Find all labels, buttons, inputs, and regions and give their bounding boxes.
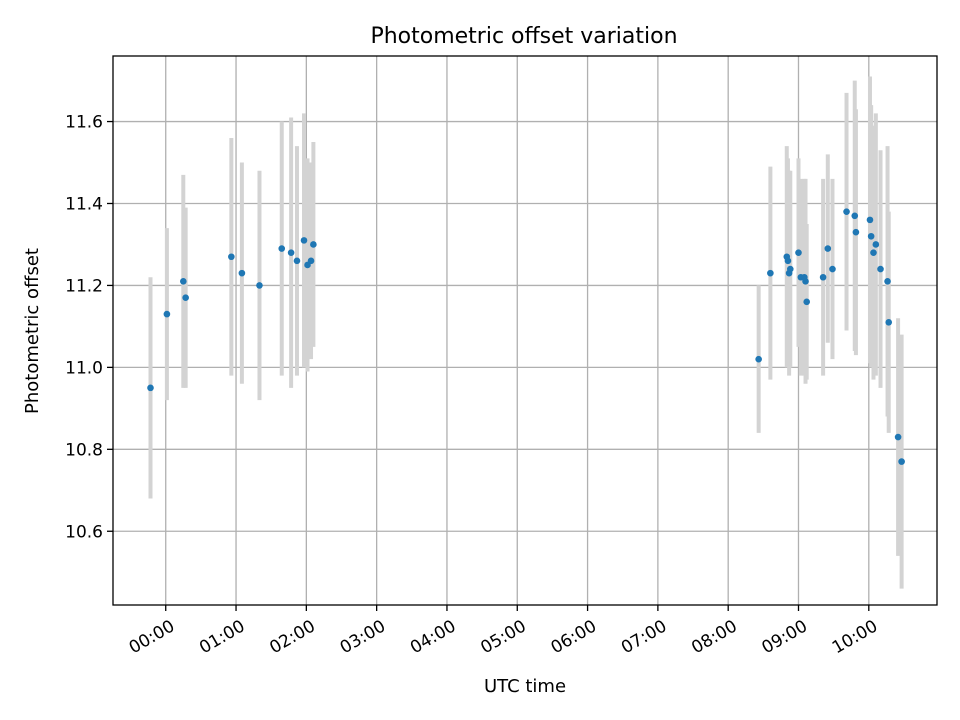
data-point xyxy=(819,273,827,281)
x-tick-label: 07:00 xyxy=(618,616,670,658)
data-point xyxy=(843,208,850,215)
data-point xyxy=(795,249,802,256)
y-axis-ticks: 10.6 10.8 11.0 11.2 11.4 11.6 xyxy=(65,113,113,542)
x-tick-label: 00:00 xyxy=(126,616,178,658)
data-point xyxy=(877,265,884,273)
data-point xyxy=(307,257,315,265)
data-point xyxy=(238,269,246,277)
data-point xyxy=(163,310,171,318)
data-point xyxy=(786,265,794,273)
data-point xyxy=(884,278,891,285)
chart-title: Photometric offset variation xyxy=(370,24,677,49)
x-tick-label: 01:00 xyxy=(196,616,248,658)
data-point xyxy=(256,282,263,289)
data-point xyxy=(894,433,902,441)
data-point xyxy=(147,384,154,392)
x-tick-label: 08:00 xyxy=(688,616,740,658)
data-point xyxy=(866,216,874,224)
x-tick-label: 04:00 xyxy=(407,616,459,658)
data-point xyxy=(293,257,301,265)
data-point xyxy=(180,278,187,285)
y-tick-label: 11.0 xyxy=(65,358,103,378)
data-point xyxy=(278,245,286,252)
y-axis-label: Photometric offset xyxy=(22,248,43,414)
x-tick-label: 05:00 xyxy=(477,616,529,658)
data-point xyxy=(802,278,809,285)
x-tick-label: 03:00 xyxy=(337,616,389,658)
error-bars xyxy=(148,76,904,589)
data-point xyxy=(784,257,792,265)
x-tick-label: 10:00 xyxy=(829,616,881,658)
data-point xyxy=(885,319,893,326)
grid-lines xyxy=(113,56,937,605)
y-tick-label: 10.6 xyxy=(65,522,103,542)
data-points xyxy=(147,208,905,465)
x-axis-ticks: 00:00 01:00 02:00 03:00 04:00 05:00 06:00 07:00… xyxy=(126,605,881,658)
data-point xyxy=(755,355,762,363)
data-point xyxy=(182,294,189,302)
data-point xyxy=(767,269,774,277)
y-tick-label: 11.2 xyxy=(65,276,103,296)
data-point xyxy=(300,237,308,244)
data-point xyxy=(824,245,832,252)
data-point xyxy=(287,249,295,256)
x-tick-label: 02:00 xyxy=(266,616,318,658)
data-point xyxy=(851,212,859,220)
data-point xyxy=(898,458,905,465)
data-point xyxy=(852,228,860,236)
y-tick-label: 10.8 xyxy=(65,440,103,460)
data-point xyxy=(870,249,877,256)
data-point xyxy=(829,265,836,273)
y-tick-label: 11.6 xyxy=(65,113,103,133)
data-point xyxy=(310,241,317,248)
y-tick-label: 11.4 xyxy=(65,194,103,214)
x-axis-label: UTC time xyxy=(484,676,566,697)
x-tick-label: 06:00 xyxy=(548,616,600,658)
data-point xyxy=(228,253,235,261)
data-point xyxy=(867,232,875,240)
plot-frame xyxy=(112,55,938,606)
data-point xyxy=(872,241,880,248)
data-point xyxy=(803,298,810,306)
x-tick-label: 09:00 xyxy=(759,616,811,658)
